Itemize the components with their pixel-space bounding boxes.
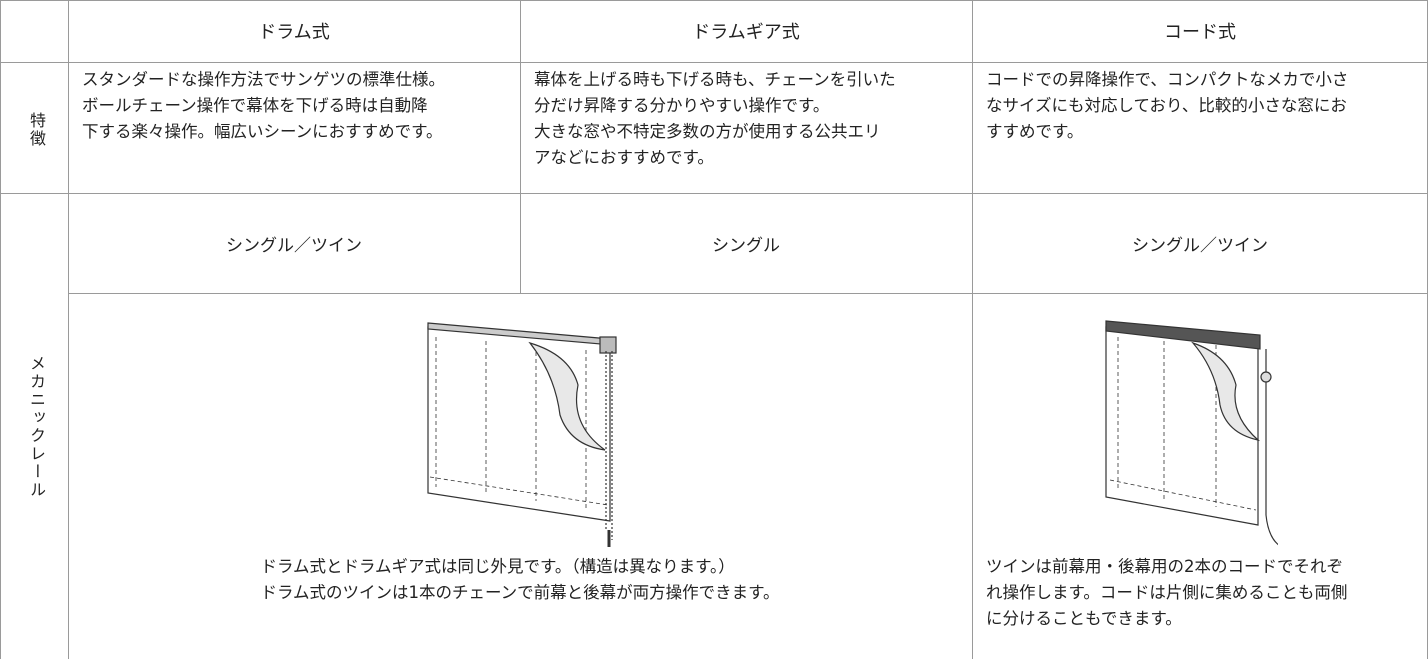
row-label: 特徴 <box>27 112 46 148</box>
text-line: 下する楽々操作。幅広いシーンにおすすめです。 <box>82 122 443 141</box>
rule <box>68 0 69 659</box>
text-line: ドラム式とドラムギア式は同じ外見です。（構造は異なります。） <box>260 557 735 576</box>
text-line: 大きな窓や不特定多数の方が使用する公共エリ <box>534 122 881 141</box>
rule <box>0 62 1428 63</box>
text-line: スタンダードな操作方法でサンゲツの標準仕様。 <box>82 70 445 89</box>
text-line: れ操作します。コードは片側に集めることも両側 <box>986 583 1348 602</box>
text-line: 分だけ昇降する分かりやすい操作です。 <box>534 96 830 115</box>
header-cell: コード式 <box>1164 22 1236 43</box>
text-line: コードでの昇降操作で、コンパクトなメカで小さ <box>986 70 1349 89</box>
type-cell: シングル <box>712 235 780 256</box>
row-label: メカニックレール <box>27 355 46 499</box>
note-wrap: ドラム式とドラムギア式は同じ外見です。（構造は異なります。） ドラム式のツインは1… <box>68 554 972 606</box>
rule <box>0 193 1428 194</box>
cord-illustration <box>1105 320 1278 546</box>
rule <box>0 0 1428 1</box>
text-line: ドラム式のツインは1本のチェーンで前幕と後幕が両方操作できます。 <box>260 583 780 602</box>
text-line: 幕体を上げる時も下げる時も、チェーンを引いた <box>534 70 896 89</box>
feature-text: 幕体を上げる時も下げる時も、チェーンを引いた 分だけ昇降する分かりやすい操作です。… <box>534 67 896 171</box>
text-line: アなどにおすすめです。 <box>534 148 714 167</box>
text-line: なサイズにも対応しており、比較的小さな窓にお <box>986 96 1347 115</box>
rule <box>520 0 521 293</box>
feature-text: スタンダードな操作方法でサンゲツの標準仕様。 ボールチェーン操作で幕体を下げる時は… <box>82 67 445 145</box>
text-line: ツインは前幕用・後幕用の2本のコードでそれぞ <box>986 557 1343 576</box>
text-line: すすめです。 <box>986 122 1084 141</box>
note-text: ツインは前幕用・後幕用の2本のコードでそれぞ れ操作します。コードは片側に集めるこ… <box>986 554 1347 632</box>
text-line: に分けることもできます。 <box>986 609 1182 628</box>
text-line: ボールチェーン操作で幕体を下げる時は自動降 <box>82 96 428 115</box>
type-cell: シングル／ツイン <box>226 235 362 256</box>
header-cell: ドラムギア式 <box>692 22 800 43</box>
rule <box>0 0 1 659</box>
type-cell: シングル／ツイン <box>1132 235 1268 256</box>
header-cell: ドラム式 <box>258 22 330 43</box>
rule <box>68 293 1428 294</box>
feature-text: コードでの昇降操作で、コンパクトなメカで小さ なサイズにも対応しており、比較的小さ… <box>986 67 1348 145</box>
drum-illustration <box>427 322 617 547</box>
rule <box>972 0 973 659</box>
note-text: ドラム式とドラムギア式は同じ外見です。（構造は異なります。） ドラム式のツインは1… <box>260 554 779 606</box>
